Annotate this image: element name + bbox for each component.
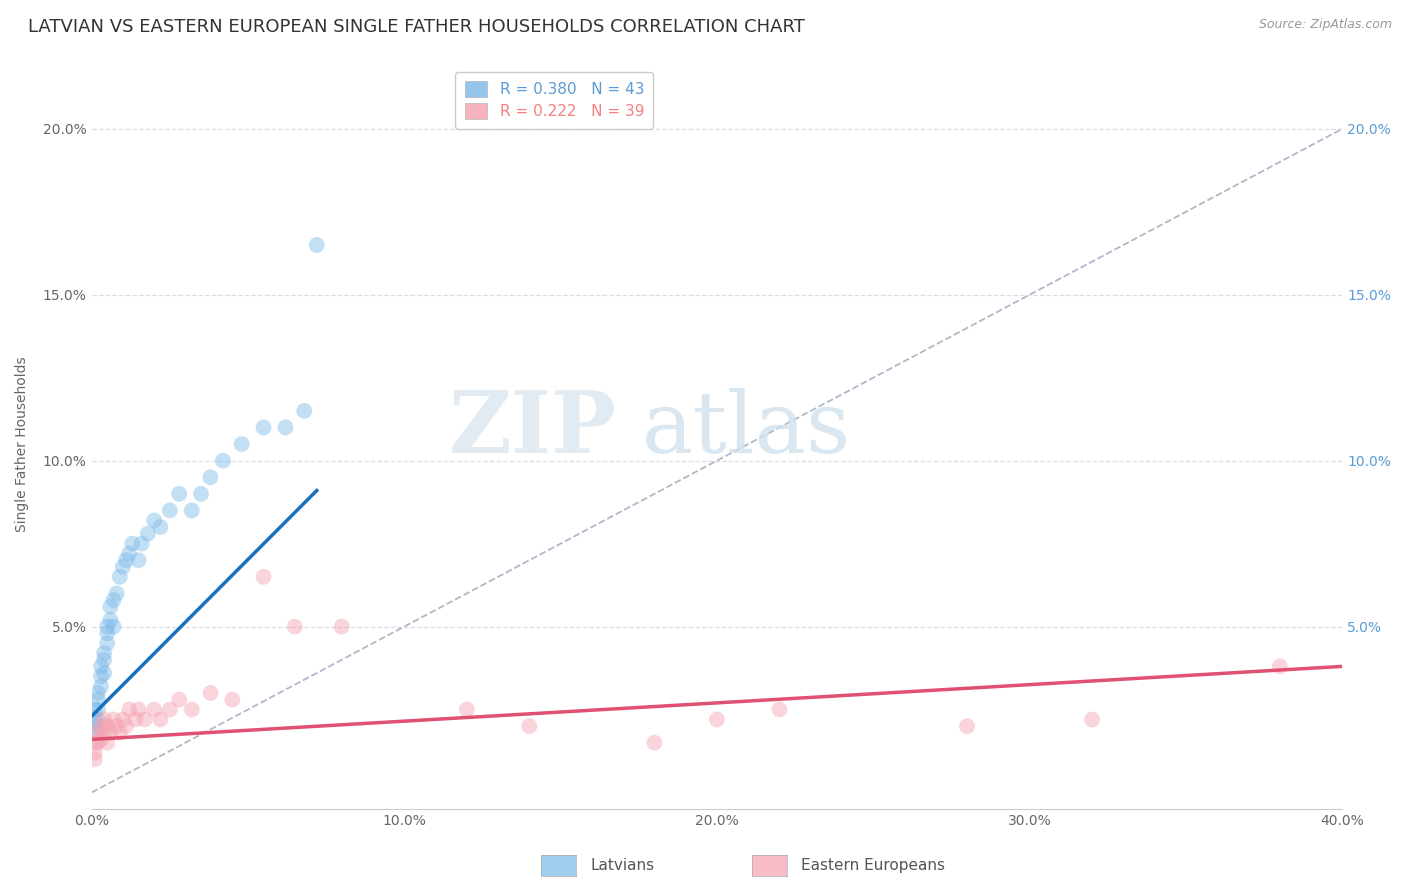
Point	[96, 636, 118, 650]
Point	[83, 736, 105, 750]
Point	[274, 420, 297, 434]
Point	[83, 702, 105, 716]
Point	[956, 719, 979, 733]
Point	[200, 470, 222, 484]
Point	[124, 713, 146, 727]
Point	[517, 719, 540, 733]
Point	[108, 570, 131, 584]
Point	[96, 719, 118, 733]
Text: ZIP: ZIP	[449, 387, 617, 472]
Point	[1081, 713, 1104, 727]
Point	[100, 613, 122, 627]
Point	[103, 593, 125, 607]
Point	[128, 702, 150, 716]
Point	[87, 736, 110, 750]
Point	[108, 725, 131, 739]
Point	[456, 702, 478, 716]
Point	[167, 487, 190, 501]
Point	[93, 713, 115, 727]
Point	[768, 702, 790, 716]
Point	[90, 669, 112, 683]
Point	[96, 626, 118, 640]
Point	[96, 736, 118, 750]
Point	[143, 702, 166, 716]
Point	[111, 559, 134, 574]
Point	[105, 719, 128, 733]
Point	[136, 526, 159, 541]
Point	[134, 713, 156, 727]
Point	[100, 599, 122, 614]
Point	[83, 746, 105, 760]
Text: atlas: atlas	[643, 388, 851, 471]
Point	[330, 619, 353, 633]
Point	[706, 713, 728, 727]
Point	[83, 725, 105, 739]
Point	[292, 404, 315, 418]
Point	[212, 453, 235, 467]
Point	[90, 679, 112, 693]
Point	[100, 725, 122, 739]
Point	[93, 646, 115, 660]
Point	[87, 686, 110, 700]
Point	[90, 719, 112, 733]
Point	[118, 547, 141, 561]
Point	[83, 713, 105, 727]
Point	[167, 692, 190, 706]
Point	[96, 619, 118, 633]
Point	[159, 503, 181, 517]
Legend: R = 0.380   N = 43, R = 0.222   N = 39: R = 0.380 N = 43, R = 0.222 N = 39	[456, 72, 654, 128]
Point	[159, 702, 181, 716]
Point	[252, 570, 274, 584]
Point	[103, 619, 125, 633]
Point	[90, 659, 112, 673]
Point	[149, 713, 172, 727]
Point	[200, 686, 222, 700]
Point	[221, 692, 243, 706]
Text: LATVIAN VS EASTERN EUROPEAN SINGLE FATHER HOUSEHOLDS CORRELATION CHART: LATVIAN VS EASTERN EUROPEAN SINGLE FATHE…	[28, 18, 806, 36]
Text: Source: ZipAtlas.com: Source: ZipAtlas.com	[1258, 18, 1392, 31]
Point	[87, 713, 110, 727]
Point	[83, 719, 105, 733]
Point	[143, 513, 166, 527]
Point	[252, 420, 274, 434]
Point	[90, 732, 112, 747]
Y-axis label: Single Father Households: Single Father Households	[15, 356, 30, 532]
Point	[93, 653, 115, 667]
Point	[83, 752, 105, 766]
Point	[121, 536, 143, 550]
Point	[87, 725, 110, 739]
Point	[103, 713, 125, 727]
Point	[305, 238, 328, 252]
Point	[93, 725, 115, 739]
Point	[231, 437, 253, 451]
Point	[87, 702, 110, 716]
Point	[118, 702, 141, 716]
Point	[131, 536, 153, 550]
Point	[190, 487, 212, 501]
Point	[105, 586, 128, 600]
Point	[115, 719, 138, 733]
Point	[180, 503, 202, 517]
Text: Latvians: Latvians	[591, 858, 655, 872]
Point	[111, 713, 134, 727]
Point	[87, 692, 110, 706]
Point	[1268, 659, 1291, 673]
Point	[643, 736, 665, 750]
Point	[149, 520, 172, 534]
Point	[180, 702, 202, 716]
Point	[93, 666, 115, 681]
Point	[115, 553, 138, 567]
Point	[284, 619, 307, 633]
Point	[128, 553, 150, 567]
Text: Eastern Europeans: Eastern Europeans	[801, 858, 945, 872]
